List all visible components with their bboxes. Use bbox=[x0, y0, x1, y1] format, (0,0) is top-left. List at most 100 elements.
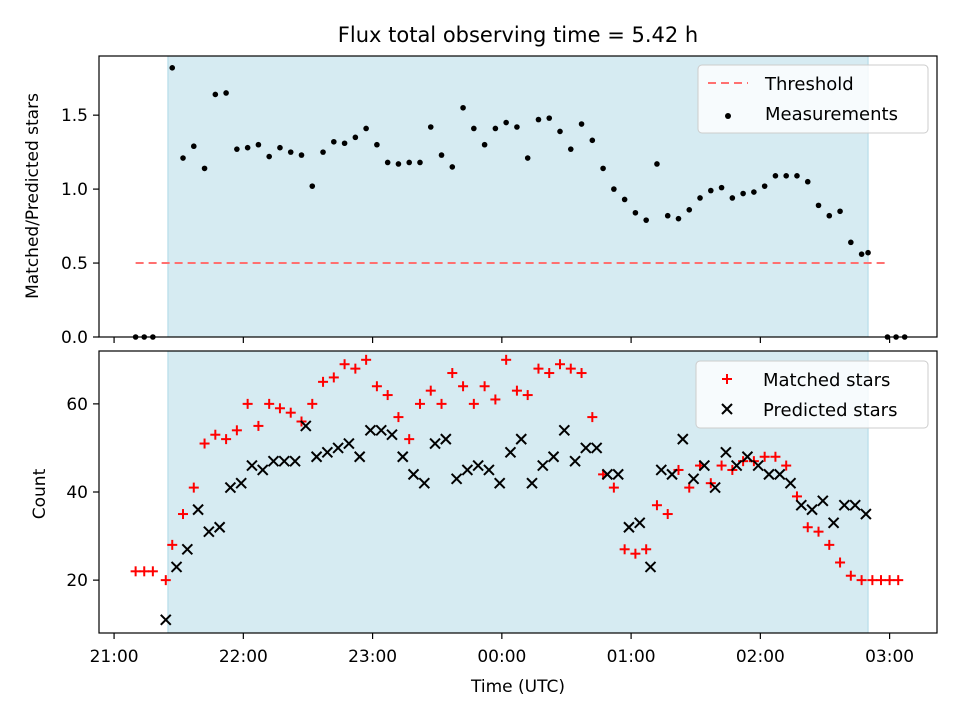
matched-star-point bbox=[160, 575, 171, 586]
measurement-point bbox=[858, 251, 865, 257]
measurement-point bbox=[589, 137, 596, 144]
predicted-star-point bbox=[235, 477, 247, 489]
matched-star-point bbox=[468, 398, 479, 409]
predicted-star-point bbox=[300, 420, 312, 432]
matched-star-point bbox=[555, 359, 566, 370]
matched-star-point bbox=[221, 434, 232, 445]
measurement-point bbox=[514, 124, 520, 130]
measurement-point bbox=[772, 172, 779, 179]
matched-star-point bbox=[447, 368, 458, 379]
legend-measurements-swatch bbox=[725, 113, 731, 119]
predicted-star-point bbox=[213, 521, 226, 533]
predicted-star-point bbox=[838, 499, 851, 511]
matched-star-point bbox=[425, 385, 436, 396]
predicted-star-point bbox=[321, 446, 334, 459]
matched-star-point bbox=[884, 575, 895, 586]
matched-star-point bbox=[802, 522, 813, 533]
measurement-point bbox=[632, 209, 639, 216]
measurement-point bbox=[255, 141, 262, 148]
predicted-star-point bbox=[666, 468, 678, 481]
matched-star-point bbox=[813, 526, 824, 537]
predicted-star-point bbox=[160, 614, 172, 626]
measurement-point bbox=[234, 146, 240, 152]
bottom-ylabel: Count bbox=[30, 468, 50, 519]
predicted-star-point bbox=[623, 521, 635, 533]
matched-star-point bbox=[867, 575, 878, 586]
measurement-point bbox=[600, 165, 606, 172]
predicted-star-point bbox=[246, 459, 258, 472]
predicted-star-point bbox=[407, 468, 420, 481]
bottom-xtick-label: 02:00 bbox=[736, 647, 785, 667]
measurement-point bbox=[298, 152, 305, 158]
measurement-point bbox=[794, 172, 800, 179]
matched-star-point bbox=[458, 381, 469, 392]
matched-star-point bbox=[242, 398, 253, 409]
predicted-star-point bbox=[601, 468, 614, 481]
predicted-star-point bbox=[634, 517, 646, 529]
predicted-star-point bbox=[192, 503, 204, 516]
measurement-point bbox=[654, 161, 660, 167]
matched-star-point bbox=[651, 500, 662, 511]
matched-star-point bbox=[371, 381, 382, 392]
predicted-star-point bbox=[504, 446, 517, 459]
measurement-point bbox=[643, 217, 649, 223]
top-ylabel: Matched/Predicted stars bbox=[23, 93, 43, 299]
predicted-star-point bbox=[860, 508, 872, 520]
measurement-point bbox=[804, 178, 811, 185]
predicted-star-point bbox=[343, 437, 355, 450]
measurement-point bbox=[481, 141, 488, 148]
predicted-star-point bbox=[386, 429, 398, 441]
matched-star-point bbox=[490, 394, 501, 405]
matched-star-point bbox=[147, 566, 158, 577]
matched-star-point bbox=[361, 354, 372, 365]
matched-star-point bbox=[139, 566, 150, 577]
matched-star-point bbox=[893, 575, 904, 586]
matched-star-point bbox=[511, 385, 522, 396]
matched-star-point bbox=[641, 544, 652, 555]
measurement-point bbox=[503, 119, 509, 126]
measurement-point bbox=[287, 149, 294, 155]
measurement-point bbox=[783, 172, 790, 179]
predicted-star-point bbox=[224, 481, 237, 494]
predicted-star-point bbox=[375, 424, 387, 437]
predicted-star-point bbox=[817, 495, 829, 507]
measurement-point bbox=[320, 149, 326, 155]
predicted-star-point bbox=[644, 561, 657, 573]
measurement-point bbox=[751, 189, 757, 195]
matched-star-point bbox=[130, 566, 141, 577]
matched-star-point bbox=[274, 403, 285, 414]
predicted-star-point bbox=[450, 473, 463, 485]
matched-star-point bbox=[565, 363, 576, 374]
matched-star-point bbox=[188, 482, 199, 493]
top-plot-frame bbox=[98, 55, 938, 338]
matched-star-point bbox=[587, 412, 598, 423]
top-panel: 0.0 0.5 1.0 1.5 Matched/Predicted stars Thr… bbox=[23, 55, 938, 348]
bottom-xtick-label: 23:00 bbox=[348, 647, 397, 667]
measurement-point bbox=[341, 140, 348, 147]
measurement-point bbox=[826, 212, 833, 219]
predicted-star-point bbox=[698, 459, 711, 472]
chart-title: Flux total observing time = 5.42 h bbox=[338, 23, 698, 47]
predicted-star-point bbox=[709, 481, 721, 494]
measurement-point bbox=[686, 207, 693, 213]
predicted-star-point bbox=[278, 455, 290, 467]
predicted-star-point bbox=[310, 451, 323, 463]
measurement-point bbox=[212, 91, 219, 98]
predicted-star-point bbox=[655, 464, 667, 476]
bottom-xtick-label: 03:00 bbox=[865, 647, 914, 667]
matched-star-point bbox=[544, 368, 555, 379]
matched-star-point bbox=[264, 398, 275, 409]
measurement-point bbox=[223, 90, 229, 96]
matched-star-point bbox=[167, 539, 178, 550]
matched-star-point bbox=[522, 390, 533, 401]
bottom-xtick-label: 22:00 bbox=[219, 647, 268, 667]
predicted-star-point bbox=[493, 477, 506, 489]
measurement-point bbox=[697, 195, 703, 201]
matched-star-point bbox=[630, 548, 641, 559]
predicted-star-point bbox=[397, 451, 409, 463]
matched-star-point bbox=[178, 509, 189, 520]
bottom-panel: 21:00 22:00 23:00 00:00 01:00 02:00 03:00 20 40… bbox=[30, 350, 938, 697]
measurement-point bbox=[535, 116, 542, 123]
measurement-point bbox=[406, 159, 413, 166]
measurement-point bbox=[708, 187, 714, 194]
